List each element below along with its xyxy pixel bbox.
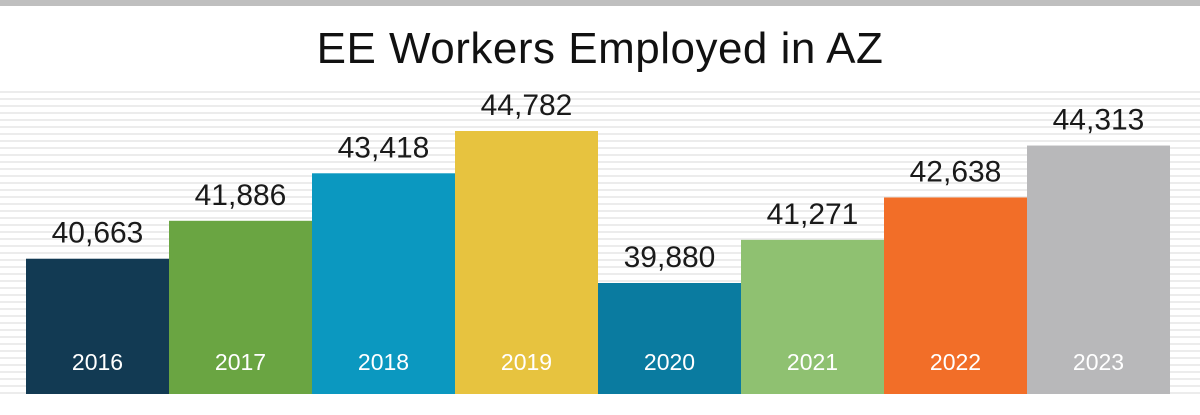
- top-divider: [0, 0, 1200, 6]
- bar-2018: [312, 173, 455, 394]
- value-label-2020: 39,880: [624, 241, 716, 274]
- category-label-2023: 2023: [1073, 349, 1124, 375]
- bar-2022: [884, 197, 1027, 394]
- bar-2020: [598, 282, 741, 394]
- value-label-2018: 43,418: [338, 131, 430, 164]
- value-label-2021: 41,271: [767, 198, 859, 231]
- value-label-2022: 42,638: [910, 155, 1002, 188]
- category-label-2021: 2021: [787, 349, 838, 375]
- bars: 40,663 2016 41,886 2017 43,418 2018 44,782 2019…: [26, 89, 1170, 394]
- category-label-2022: 2022: [930, 349, 981, 375]
- bar-2017: [169, 220, 312, 394]
- category-label-2017: 2017: [215, 349, 266, 375]
- value-label-2019: 44,782: [481, 89, 573, 122]
- category-label-2019: 2019: [501, 349, 552, 375]
- bar-2019: [455, 131, 598, 394]
- category-label-2018: 2018: [358, 349, 409, 375]
- category-label-2020: 2020: [644, 349, 695, 375]
- value-label-2016: 40,663: [52, 217, 144, 250]
- category-label-2016: 2016: [72, 349, 123, 375]
- chart-title: EE Workers Employed in AZ: [316, 24, 884, 73]
- bar-2016: [26, 258, 169, 394]
- value-label-2017: 41,886: [195, 179, 287, 212]
- value-label-2023: 44,313: [1053, 104, 1145, 137]
- bar-2023: [1027, 145, 1170, 394]
- bar-2021: [741, 239, 884, 394]
